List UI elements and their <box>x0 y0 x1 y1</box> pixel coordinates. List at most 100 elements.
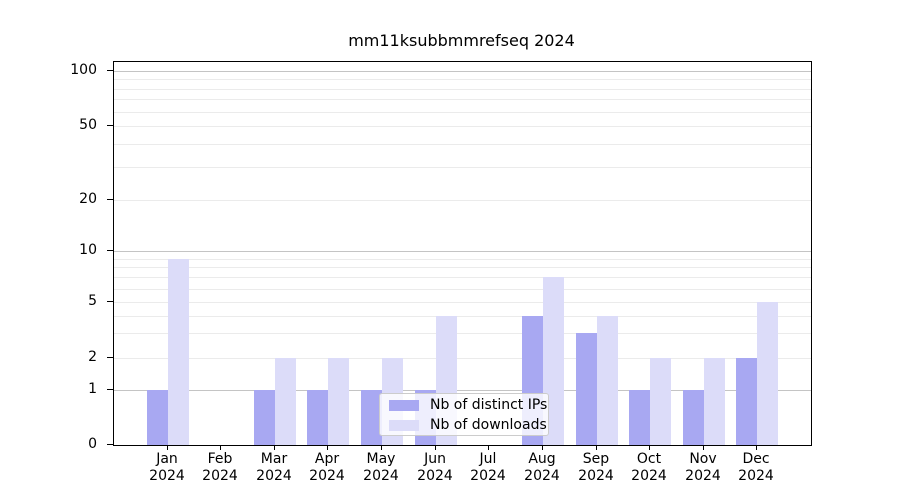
x-tick-label-jun: Jun 2024 <box>407 451 463 485</box>
x-tick-month: Mar <box>260 451 288 467</box>
gridline-minor-50 <box>114 126 811 127</box>
legend-label-distinct-ips: Nb of distinct IPs <box>430 397 548 413</box>
x-tick-month: May <box>366 451 396 467</box>
y-tick-mark-5 <box>107 301 113 302</box>
gridline-minor-5 <box>114 302 811 303</box>
x-tick-label-mar: Mar 2024 <box>246 451 302 485</box>
bar-downloads-nov <box>704 358 725 445</box>
x-tick-month: Jun <box>424 451 446 467</box>
x-tick-mark-oct <box>649 445 650 450</box>
x-tick-month: Feb <box>207 451 233 467</box>
gridline-minor-2 <box>114 358 811 359</box>
x-tick-mark-may <box>381 445 382 450</box>
x-tick-label-feb: Feb 2024 <box>192 451 248 485</box>
legend-swatch-distinct-ips <box>389 399 419 411</box>
x-tick-label-apr: Apr 2024 <box>299 451 355 485</box>
y-tick-label-1: 1 <box>88 381 97 397</box>
bar-downloads-oct <box>650 358 671 445</box>
y-tick-mark-20 <box>107 199 113 200</box>
y-tick-label-100: 100 <box>70 62 97 78</box>
gridline-major-1 <box>114 390 811 391</box>
bar-downloads-dec <box>757 302 778 445</box>
y-tick-mark-1 <box>107 389 113 390</box>
bar-distinct-ips-may <box>361 390 382 445</box>
gridline-minor-3 <box>114 333 811 334</box>
x-tick-year: 2024 <box>685 468 721 484</box>
x-tick-year: 2024 <box>417 468 453 484</box>
x-tick-year: 2024 <box>149 468 185 484</box>
x-tick-month: Oct <box>636 451 662 467</box>
x-tick-year: 2024 <box>470 468 506 484</box>
x-tick-year: 2024 <box>738 468 774 484</box>
y-tick-label-0: 0 <box>88 436 97 452</box>
gridline-minor-40 <box>114 144 811 145</box>
y-tick-label-50: 50 <box>79 117 97 133</box>
x-tick-mark-jun <box>435 445 436 450</box>
bar-downloads-mar <box>275 358 296 445</box>
x-tick-month: Apr <box>314 451 340 467</box>
bar-distinct-ips-oct <box>629 390 650 445</box>
legend-swatch-downloads <box>389 419 419 431</box>
x-tick-label-sep: Sep 2024 <box>568 451 624 485</box>
gridline-minor-90 <box>114 79 811 80</box>
x-tick-year: 2024 <box>309 468 345 484</box>
bar-distinct-ips-apr <box>307 390 328 445</box>
gridline-major-10 <box>114 251 811 252</box>
bar-distinct-ips-jan <box>147 390 168 445</box>
gridline-minor-4 <box>114 316 811 317</box>
x-tick-month: Jan <box>156 451 178 467</box>
gridline-minor-9 <box>114 259 811 260</box>
bar-downloads-apr <box>328 358 349 445</box>
y-tick-label-2: 2 <box>88 349 97 365</box>
bar-distinct-ips-mar <box>254 390 275 445</box>
legend-item-distinct-ips: Nb of distinct IPs <box>389 395 547 415</box>
x-tick-label-dec: Dec 2024 <box>728 451 784 485</box>
y-tick-label-10: 10 <box>79 242 97 258</box>
bar-distinct-ips-nov <box>683 390 704 445</box>
x-tick-month: Dec <box>742 451 770 467</box>
x-tick-year: 2024 <box>631 468 667 484</box>
x-tick-month: Nov <box>689 451 717 467</box>
x-tick-month: Sep <box>582 451 610 467</box>
bar-distinct-ips-dec <box>736 358 757 445</box>
gridline-minor-8 <box>114 267 811 268</box>
gridline-minor-30 <box>114 167 811 168</box>
gridline-minor-60 <box>114 112 811 113</box>
x-tick-mark-apr <box>327 445 328 450</box>
x-tick-label-nov: Nov 2024 <box>675 451 731 485</box>
x-tick-year: 2024 <box>363 468 399 484</box>
x-tick-mark-dec <box>756 445 757 450</box>
x-tick-label-aug: Aug 2024 <box>514 451 570 485</box>
legend: Nb of distinct IPs Nb of downloads <box>379 393 549 436</box>
x-tick-mark-sep <box>596 445 597 450</box>
legend-item-downloads: Nb of downloads <box>389 415 547 435</box>
x-tick-mark-aug <box>542 445 543 450</box>
y-tick-mark-2 <box>107 357 113 358</box>
x-tick-mark-jul <box>488 445 489 450</box>
x-tick-label-oct: Oct 2024 <box>621 451 677 485</box>
x-tick-label-jul: Jul 2024 <box>460 451 516 485</box>
y-tick-label-5: 5 <box>88 293 97 309</box>
bar-downloads-jan <box>168 259 189 445</box>
x-tick-label-may: May 2024 <box>353 451 409 485</box>
x-tick-mark-mar <box>274 445 275 450</box>
gridline-major-100 <box>114 71 811 72</box>
y-tick-mark-10 <box>107 250 113 251</box>
gridline-minor-20 <box>114 200 811 201</box>
x-tick-mark-feb <box>220 445 221 450</box>
plot-area <box>113 61 812 446</box>
y-tick-mark-50 <box>107 125 113 126</box>
gridline-minor-6 <box>114 289 811 290</box>
x-tick-year: 2024 <box>202 468 238 484</box>
gridline-minor-70 <box>114 99 811 100</box>
x-tick-mark-jan <box>167 445 168 450</box>
chart-title: mm11ksubbmmrefseq 2024 <box>348 31 575 50</box>
x-tick-month: Aug <box>528 451 556 467</box>
bar-downloads-sep <box>597 316 618 445</box>
x-tick-mark-nov <box>703 445 704 450</box>
gridline-minor-7 <box>114 277 811 278</box>
y-tick-label-20: 20 <box>79 191 97 207</box>
y-tick-mark-0 <box>107 444 113 445</box>
gridline-minor-80 <box>114 89 811 90</box>
